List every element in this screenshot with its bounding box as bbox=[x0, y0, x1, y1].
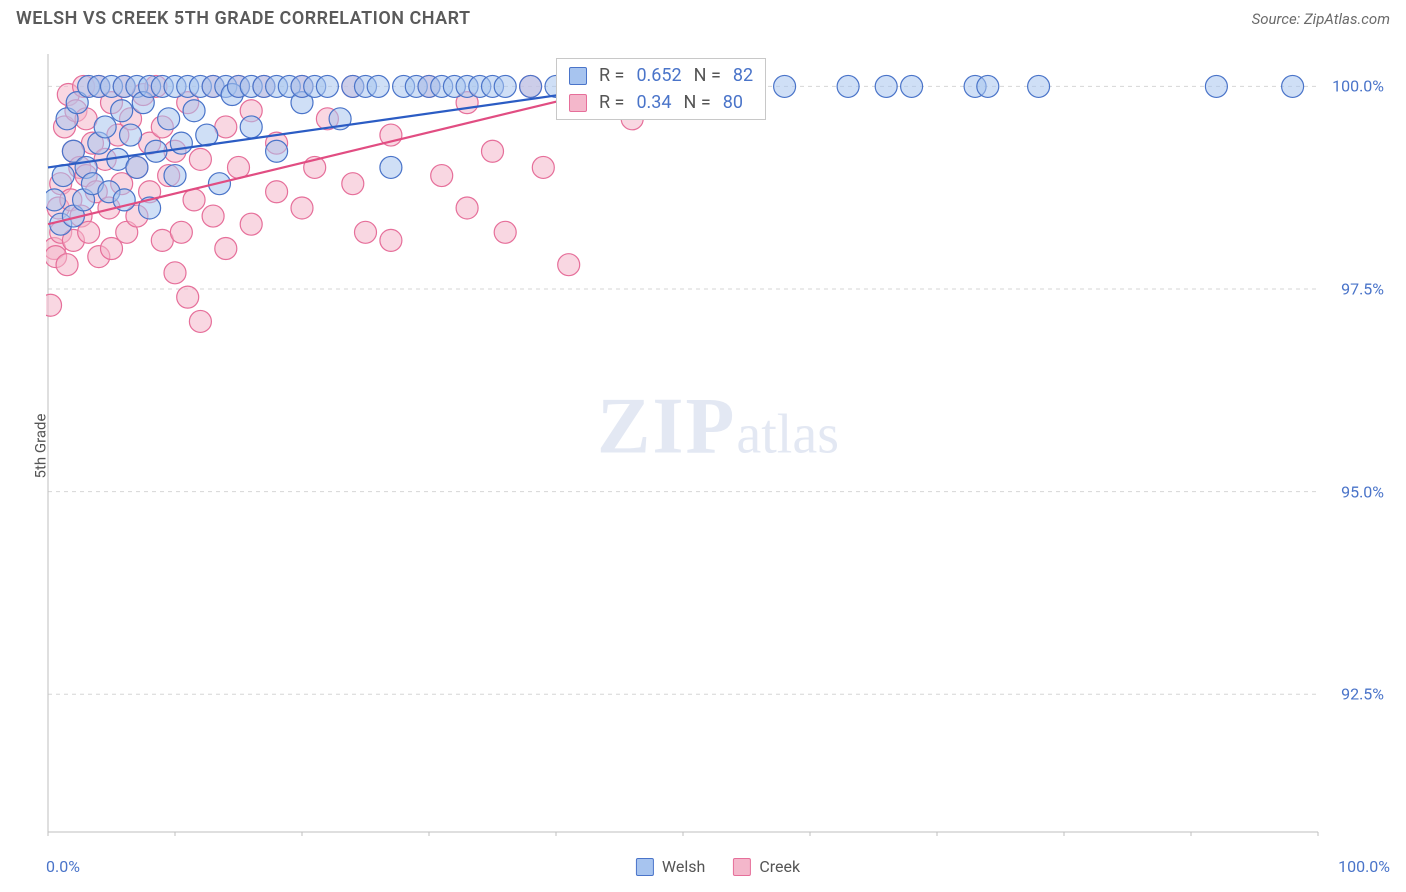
stats-row-creek: R = 0.34 N = 80 bbox=[569, 92, 753, 113]
stats-r-label: R = bbox=[599, 65, 624, 86]
x-max-label: 100.0% bbox=[1338, 857, 1390, 876]
correlation-stats-box: R = 0.652 N = 82 R = 0.34 N = 80 bbox=[556, 58, 766, 120]
legend-label-creek: Creek bbox=[759, 857, 800, 876]
series-legend: Welsh Creek bbox=[636, 857, 800, 876]
chart-title: WELSH VS CREEK 5TH GRADE CORRELATION CHA… bbox=[16, 8, 471, 29]
scatter-plot-svg bbox=[46, 50, 1390, 836]
legend-item-welsh: Welsh bbox=[636, 857, 705, 876]
stats-r-welsh: 0.652 bbox=[636, 65, 681, 86]
y-tick-label: 92.5% bbox=[1341, 685, 1384, 704]
legend-swatch-welsh bbox=[636, 858, 654, 876]
x-min-label: 0.0% bbox=[46, 857, 80, 876]
legend-swatch-creek bbox=[733, 858, 751, 876]
stats-swatch-welsh bbox=[569, 67, 587, 85]
stats-n-label: N = bbox=[694, 65, 721, 86]
x-axis-row: 0.0% 100.0% Welsh Creek bbox=[46, 840, 1390, 882]
stats-r-creek: 0.34 bbox=[636, 92, 671, 113]
header-row: WELSH VS CREEK 5TH GRADE CORRELATION CHA… bbox=[0, 0, 1406, 29]
stats-row-welsh: R = 0.652 N = 82 bbox=[569, 65, 753, 86]
chart-container: WELSH VS CREEK 5TH GRADE CORRELATION CHA… bbox=[0, 0, 1406, 892]
legend-item-creek: Creek bbox=[733, 857, 800, 876]
stats-n-welsh: 82 bbox=[733, 65, 753, 86]
stats-n-creek: 80 bbox=[723, 92, 743, 113]
legend-label-welsh: Welsh bbox=[662, 857, 705, 876]
plot-area: ZIPatlas R = 0.652 N = 82 R = 0.34 N = 8… bbox=[46, 50, 1390, 836]
source-attribution: Source: ZipAtlas.com bbox=[1252, 10, 1390, 28]
x-axis-labels: 0.0% 100.0% Welsh Creek bbox=[46, 840, 1390, 882]
y-tick-label: 95.0% bbox=[1341, 482, 1384, 501]
y-tick-label: 100.0% bbox=[1332, 77, 1384, 96]
y-tick-label: 97.5% bbox=[1341, 280, 1384, 299]
stats-swatch-creek bbox=[569, 94, 587, 112]
stats-n-label: N = bbox=[684, 92, 711, 113]
stats-r-label: R = bbox=[599, 92, 624, 113]
